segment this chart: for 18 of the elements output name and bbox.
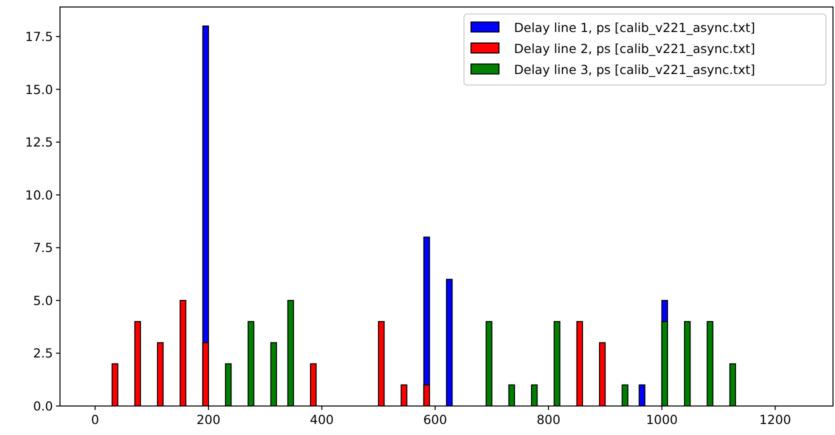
x-tick-label: 1000 — [646, 412, 678, 427]
legend-label: Delay line 1, ps [calib_v221_async.txt] — [514, 20, 756, 35]
x-tick-label: 600 — [423, 412, 448, 427]
x-tick-label: 400 — [310, 412, 334, 427]
y-tick-label: 2.5 — [33, 346, 53, 361]
legend-label: Delay line 3, ps [calib_v221_async.txt] — [514, 62, 756, 77]
x-tick-label: 200 — [196, 412, 220, 427]
y-tick-label: 10.0 — [25, 187, 54, 202]
x-tick-label: 0 — [91, 412, 100, 427]
y-tick-label: 17.5 — [25, 29, 53, 44]
y-tick-label: 12.5 — [25, 134, 53, 150]
x-tick-label: 1200 — [759, 412, 792, 427]
legend-label: Delay line 2, ps [calib_v221_async.txt] — [514, 41, 756, 56]
y-tick-label: 5.0 — [33, 292, 54, 308]
y-tick-label: 0.0 — [33, 398, 54, 414]
y-tick-label: 15.0 — [25, 82, 54, 97]
x-tick-label: 800 — [536, 412, 560, 427]
y-tick-label: 7.5 — [33, 240, 53, 256]
